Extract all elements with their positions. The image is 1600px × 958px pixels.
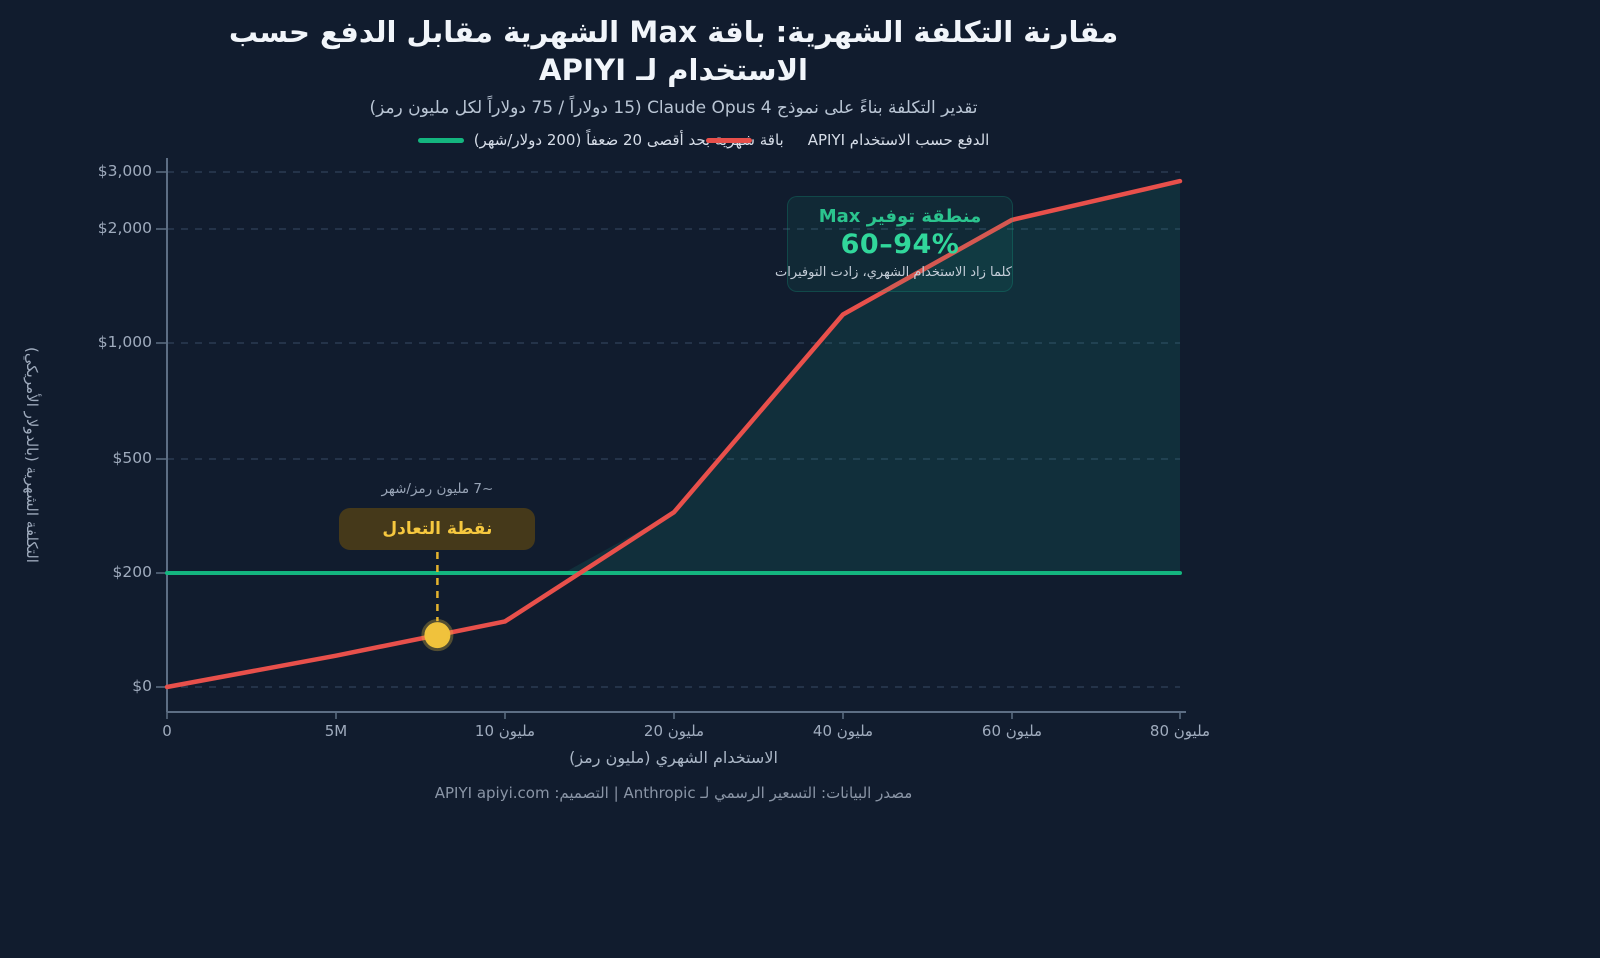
axis-lines — [156, 158, 1186, 719]
legend-swatch-max-plan — [417, 137, 464, 143]
chart-title: مقارنة التكلفة الشهرية: باقة Max الشهرية… — [228, 15, 1119, 87]
legend: باقة شهرية بحد أقصى 20 ضعفاً (200 دولار/… — [227, 131, 1180, 149]
savings-caption: كلما زاد الاستخدام الشهري، زادت التوفيرا… — [774, 265, 1012, 280]
breakeven-pill-label: نقطة التعادل — [382, 519, 493, 539]
x-tick-label: 40 مليون — [812, 722, 874, 740]
y-axis-title: التكلفة الشهرية (بالدولار الأمريكي) — [23, 347, 41, 563]
x-tick-label: 0 — [162, 722, 172, 740]
breakeven-pill: نقطة التعادل — [339, 508, 536, 550]
savings-annotation: منطقة توفير Max 60–94% كلما زاد الاستخدا… — [774, 196, 1013, 292]
chart-subtitle: تقدير التكلفة بناءً على نموذج Claude Opu… — [369, 98, 978, 119]
x-tick-label: 80 مليون — [1149, 722, 1211, 740]
chart-header: مقارنة التكلفة الشهرية: باقة Max الشهرية… — [167, 14, 1180, 149]
y-tick-label: $200 — [112, 563, 152, 581]
y-tick-label: $3,000 — [97, 162, 152, 180]
y-tick-label: $1,000 — [97, 333, 152, 351]
breakeven-marker — [421, 552, 454, 652]
x-tick-label: 60 مليون — [981, 722, 1043, 740]
x-tick-label: 20 مليون — [643, 722, 705, 740]
savings-percent: 60–94% — [840, 229, 960, 260]
savings-annotation-title: منطقة توفير Max — [818, 206, 982, 227]
y-tick-label: $500 — [112, 449, 152, 467]
breakeven-usage-label: ~7 مليون رمز/شهر — [381, 481, 494, 497]
x-axis-title: الاستخدام الشهري (مليون رمز) — [569, 748, 778, 767]
legend-label-payg: الدفع حسب الاستخدام APIYI — [807, 131, 990, 150]
savings-zone-fill — [563, 181, 1180, 573]
y-tick-label: $2,000 — [97, 219, 152, 237]
y-tick-label: $0 — [132, 677, 152, 695]
legend-swatch-payg — [705, 137, 752, 143]
x-tick-label: 10 مليون — [474, 722, 536, 740]
footer-credit: مصدر البيانات: التسعير الرسمي لـ Anthrop… — [434, 784, 913, 802]
legend-item-payg[interactable]: الدفع حسب الاستخدام APIYI — [705, 131, 990, 150]
series-lines — [164, 178, 1183, 690]
x-tick-label: 5M — [324, 722, 348, 740]
